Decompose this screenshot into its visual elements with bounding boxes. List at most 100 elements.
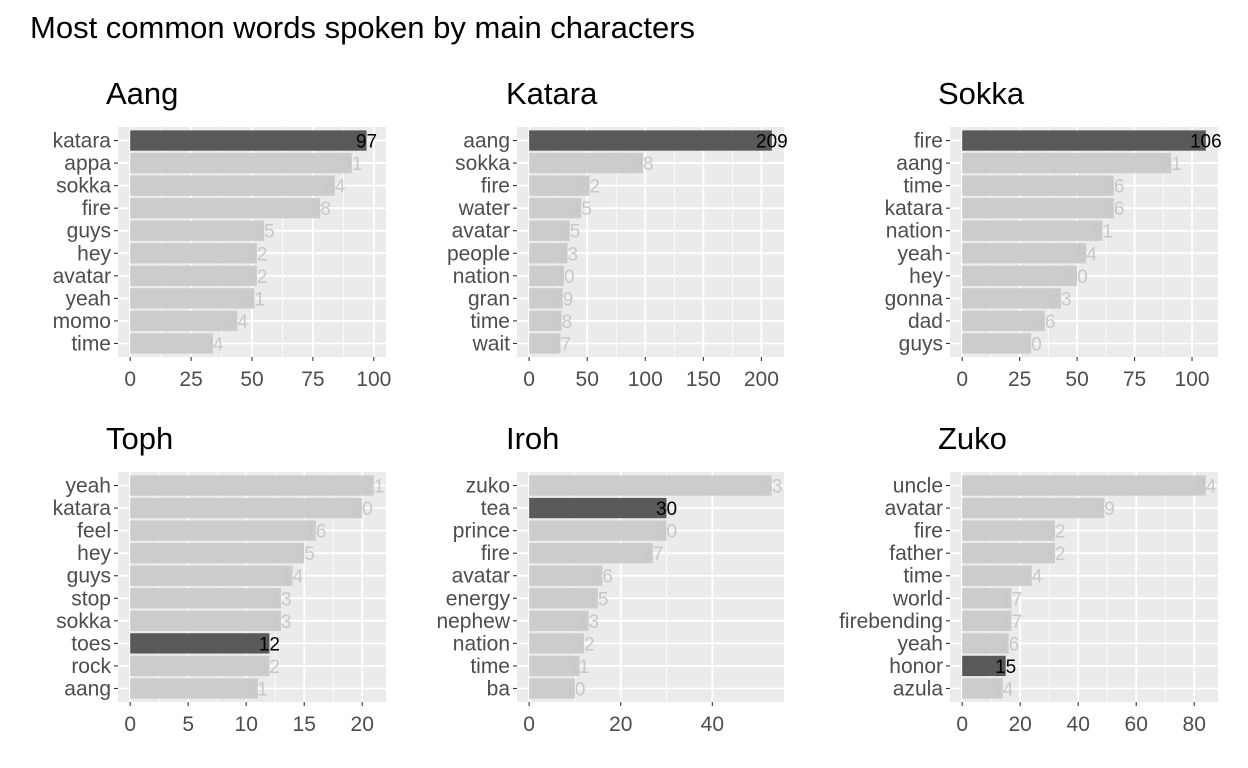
bar bbox=[529, 333, 561, 354]
x-tick-label: 100 bbox=[356, 368, 391, 391]
category-label: feel bbox=[77, 520, 111, 543]
panel-title: Katara bbox=[506, 76, 598, 111]
bar bbox=[130, 220, 265, 241]
bar bbox=[529, 610, 589, 631]
bar-highlight bbox=[962, 130, 1206, 151]
bar bbox=[130, 610, 282, 631]
category-label: nephew bbox=[436, 610, 510, 633]
bar bbox=[130, 497, 363, 519]
panel-toph: Toph21201615141313121211yeahkatarafeelhe… bbox=[53, 421, 386, 736]
value-label: 14 bbox=[992, 679, 1014, 700]
value-label: 13 bbox=[270, 589, 291, 610]
x-tick-label: 0 bbox=[124, 713, 136, 736]
value-label: 55 bbox=[254, 222, 275, 243]
value-label: 27 bbox=[642, 544, 663, 565]
bar bbox=[529, 288, 563, 309]
category-label: yeah bbox=[65, 287, 111, 310]
x-tick-label: 50 bbox=[576, 368, 599, 391]
x-tick-label: 50 bbox=[240, 368, 263, 391]
value-label: 17 bbox=[1001, 612, 1022, 633]
bar bbox=[130, 265, 257, 286]
category-label: katara bbox=[885, 197, 944, 220]
bar bbox=[962, 520, 1055, 541]
bar bbox=[962, 543, 1055, 564]
bar bbox=[529, 175, 590, 196]
bar bbox=[962, 565, 1032, 586]
x-tick-label: 5 bbox=[182, 713, 194, 736]
value-label: 30 bbox=[656, 499, 677, 520]
category-label: katara bbox=[53, 497, 112, 520]
category-label: world bbox=[892, 587, 943, 610]
bar bbox=[529, 475, 772, 496]
category-label: fire bbox=[82, 197, 111, 220]
bar bbox=[130, 655, 270, 677]
bar bbox=[130, 565, 293, 586]
category-label: hey bbox=[77, 242, 111, 265]
category-label: firebending bbox=[839, 610, 943, 633]
category-label: fire bbox=[914, 520, 943, 543]
category-label: stop bbox=[71, 587, 111, 610]
bar-highlight bbox=[962, 655, 1006, 677]
category-label: people bbox=[447, 242, 510, 265]
value-label: 16 bbox=[305, 522, 326, 543]
category-label: nation bbox=[453, 632, 510, 655]
category-label: fire bbox=[914, 130, 943, 153]
category-label: water bbox=[458, 197, 510, 220]
value-label: 12 bbox=[259, 657, 280, 678]
x-tick-label: 10 bbox=[235, 713, 258, 736]
category-label: nation bbox=[886, 220, 943, 243]
bar bbox=[130, 152, 352, 174]
bar bbox=[962, 588, 1012, 609]
category-label: aang bbox=[463, 130, 510, 153]
x-tick-label: 20 bbox=[609, 713, 632, 736]
category-label: avatar bbox=[452, 220, 510, 243]
x-tick-label: 0 bbox=[956, 713, 968, 736]
category-label: father bbox=[889, 542, 943, 565]
panel-zuko: Zuko84493232241717161514uncleavatarfiref… bbox=[839, 421, 1218, 736]
x-tick-label: 60 bbox=[1125, 713, 1148, 736]
x-tick-label: 75 bbox=[301, 368, 324, 391]
panel-sokka: Sokka106916666615450433630fireaangtimeka… bbox=[885, 76, 1222, 391]
x-tick-label: 0 bbox=[124, 368, 136, 391]
x-tick-label: 25 bbox=[179, 368, 202, 391]
bar bbox=[130, 520, 316, 541]
value-label: 12 bbox=[574, 634, 595, 655]
category-label: uncle bbox=[893, 475, 943, 498]
x-tick-label: 80 bbox=[1183, 713, 1206, 736]
category-label: tea bbox=[481, 497, 511, 520]
value-label: 97 bbox=[356, 132, 377, 153]
category-label: gran bbox=[468, 287, 510, 310]
value-label: 14 bbox=[282, 567, 304, 588]
bar bbox=[130, 588, 282, 609]
bar bbox=[529, 520, 667, 541]
bar bbox=[962, 678, 1003, 699]
category-label: sokka bbox=[56, 610, 111, 633]
category-label: aang bbox=[64, 677, 111, 700]
category-label: avatar bbox=[452, 565, 510, 588]
value-label: 32 bbox=[1044, 544, 1065, 565]
bar bbox=[529, 588, 598, 609]
panel-title: Sokka bbox=[938, 76, 1025, 111]
panel-title: Toph bbox=[106, 421, 173, 456]
x-tick-label: 15 bbox=[293, 713, 316, 736]
category-label: fire bbox=[481, 542, 510, 565]
bar bbox=[962, 175, 1114, 196]
value-label: 52 bbox=[579, 177, 600, 198]
value-label: 66 bbox=[1103, 199, 1124, 220]
x-tick-label: 40 bbox=[701, 713, 724, 736]
value-label: 13 bbox=[578, 612, 599, 633]
category-label: ba bbox=[487, 677, 511, 700]
category-label: yeah bbox=[65, 475, 111, 498]
value-label: 15 bbox=[294, 544, 315, 565]
bar bbox=[962, 475, 1206, 496]
value-label: 44 bbox=[227, 312, 249, 333]
bar bbox=[962, 198, 1114, 219]
category-label: wait bbox=[472, 332, 511, 355]
category-label: guys bbox=[899, 332, 943, 355]
value-label: 51 bbox=[244, 289, 265, 310]
bar bbox=[962, 633, 1009, 654]
value-label: 54 bbox=[1076, 244, 1098, 265]
value-label: 84 bbox=[324, 177, 346, 198]
category-label: rock bbox=[71, 655, 111, 678]
